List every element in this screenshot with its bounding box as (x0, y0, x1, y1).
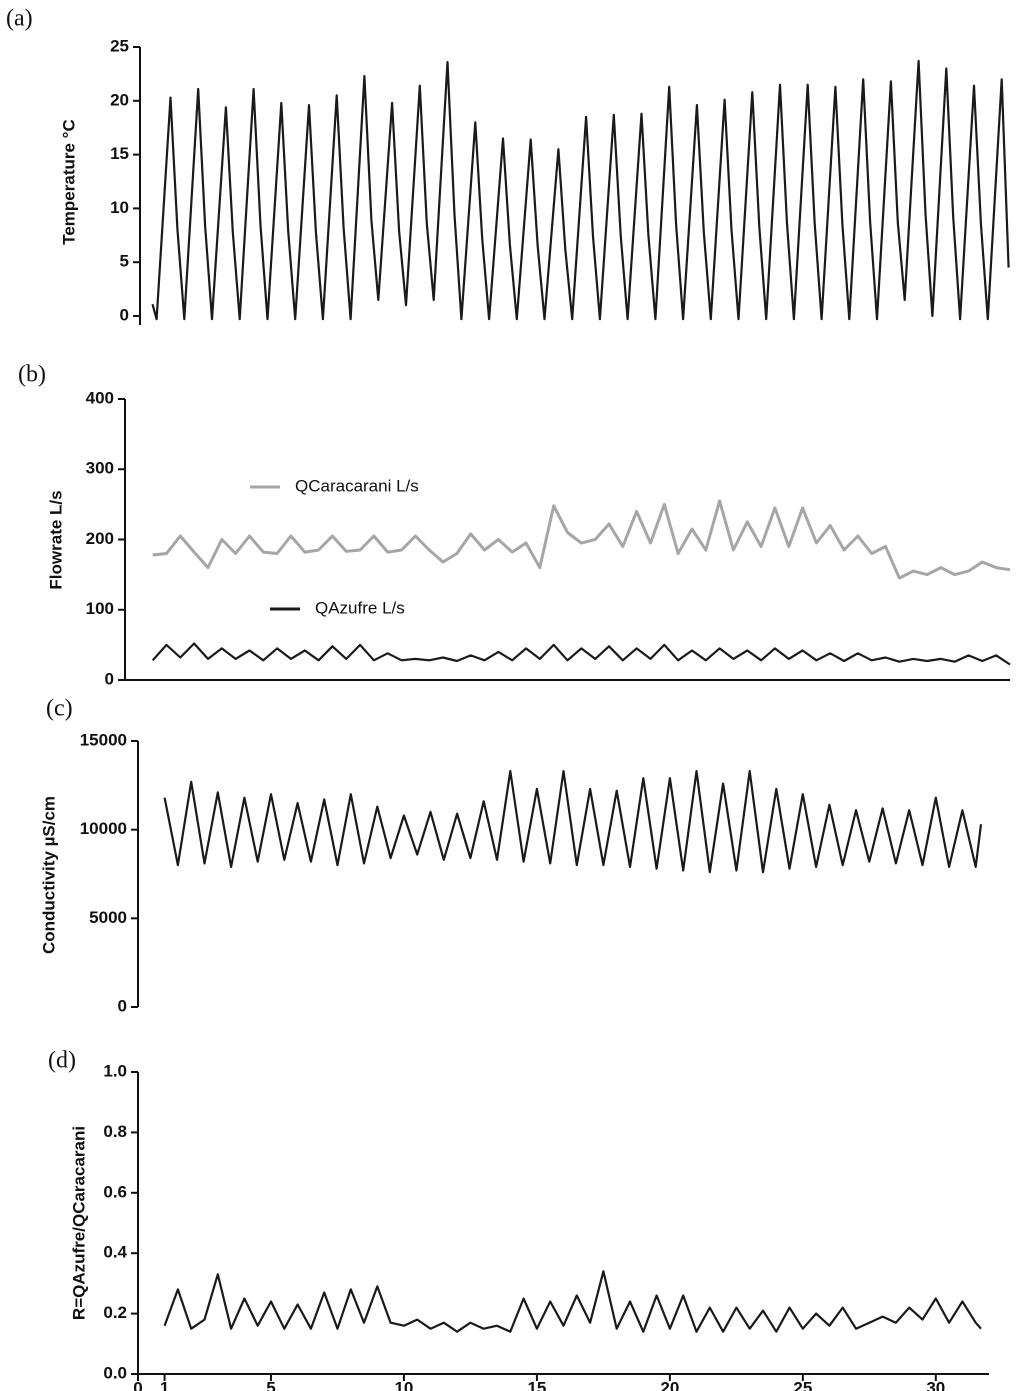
y-tick-label: 25 (110, 36, 129, 55)
y-tick-label: 0.8 (103, 1122, 127, 1141)
y-tick-label: 200 (86, 529, 114, 548)
panel-label: (b) (18, 362, 46, 388)
data-line (163, 1270, 982, 1333)
data-line (151, 642, 1011, 666)
data-line (151, 59, 1010, 321)
y-tick-label: 5000 (89, 908, 127, 927)
y-tick-label: 0.4 (103, 1243, 127, 1262)
y-tick-label: 0 (118, 996, 127, 1015)
y-axis-label: Conductivity µS/cm (39, 796, 58, 954)
y-tick-label: 10 (110, 198, 129, 217)
y-tick-label: 100 (86, 599, 114, 618)
data-line (152, 499, 1011, 580)
y-tick-label: 0.0 (103, 1363, 127, 1382)
y-tick-label: 300 (86, 459, 114, 478)
x-tick-label: 20 (660, 1378, 679, 1391)
y-tick-label: 20 (110, 90, 129, 109)
y-tick-label: 15000 (80, 730, 127, 749)
panel-label: (a) (6, 6, 33, 32)
y-tick-label: 0 (120, 305, 129, 324)
y-tick-label: 0.2 (103, 1303, 127, 1322)
legend-label: QAzufre L/s (315, 598, 405, 617)
x-tick-label: 30 (926, 1378, 945, 1391)
y-axis-label: Flowrate L/s (46, 490, 65, 589)
x-tick-label: 25 (793, 1378, 812, 1391)
y-tick-label: 10000 (80, 819, 127, 838)
x-tick-label: 5 (266, 1378, 275, 1391)
y-tick-label: 400 (86, 388, 114, 407)
panel-label: (d) (48, 1048, 76, 1074)
y-tick-label: 15 (110, 144, 129, 163)
y-tick-label: 1.0 (103, 1061, 127, 1080)
y-axis-label: R=QAzufre/QCaracarani (69, 1126, 88, 1320)
x-tick-label: 10 (394, 1378, 413, 1391)
x-tick-label: 1 (160, 1378, 169, 1391)
y-tick-label: 0.6 (103, 1182, 127, 1201)
data-line (163, 770, 983, 874)
y-axis-label: Temperature °C (59, 119, 78, 245)
legend-label: QCaracarani L/s (295, 476, 419, 495)
panel-label: (c) (46, 696, 73, 722)
y-tick-label: 5 (120, 252, 129, 271)
x-tick-label: 0 (133, 1378, 142, 1391)
x-tick-label: 15 (527, 1378, 546, 1391)
y-tick-label: 0 (105, 669, 114, 688)
